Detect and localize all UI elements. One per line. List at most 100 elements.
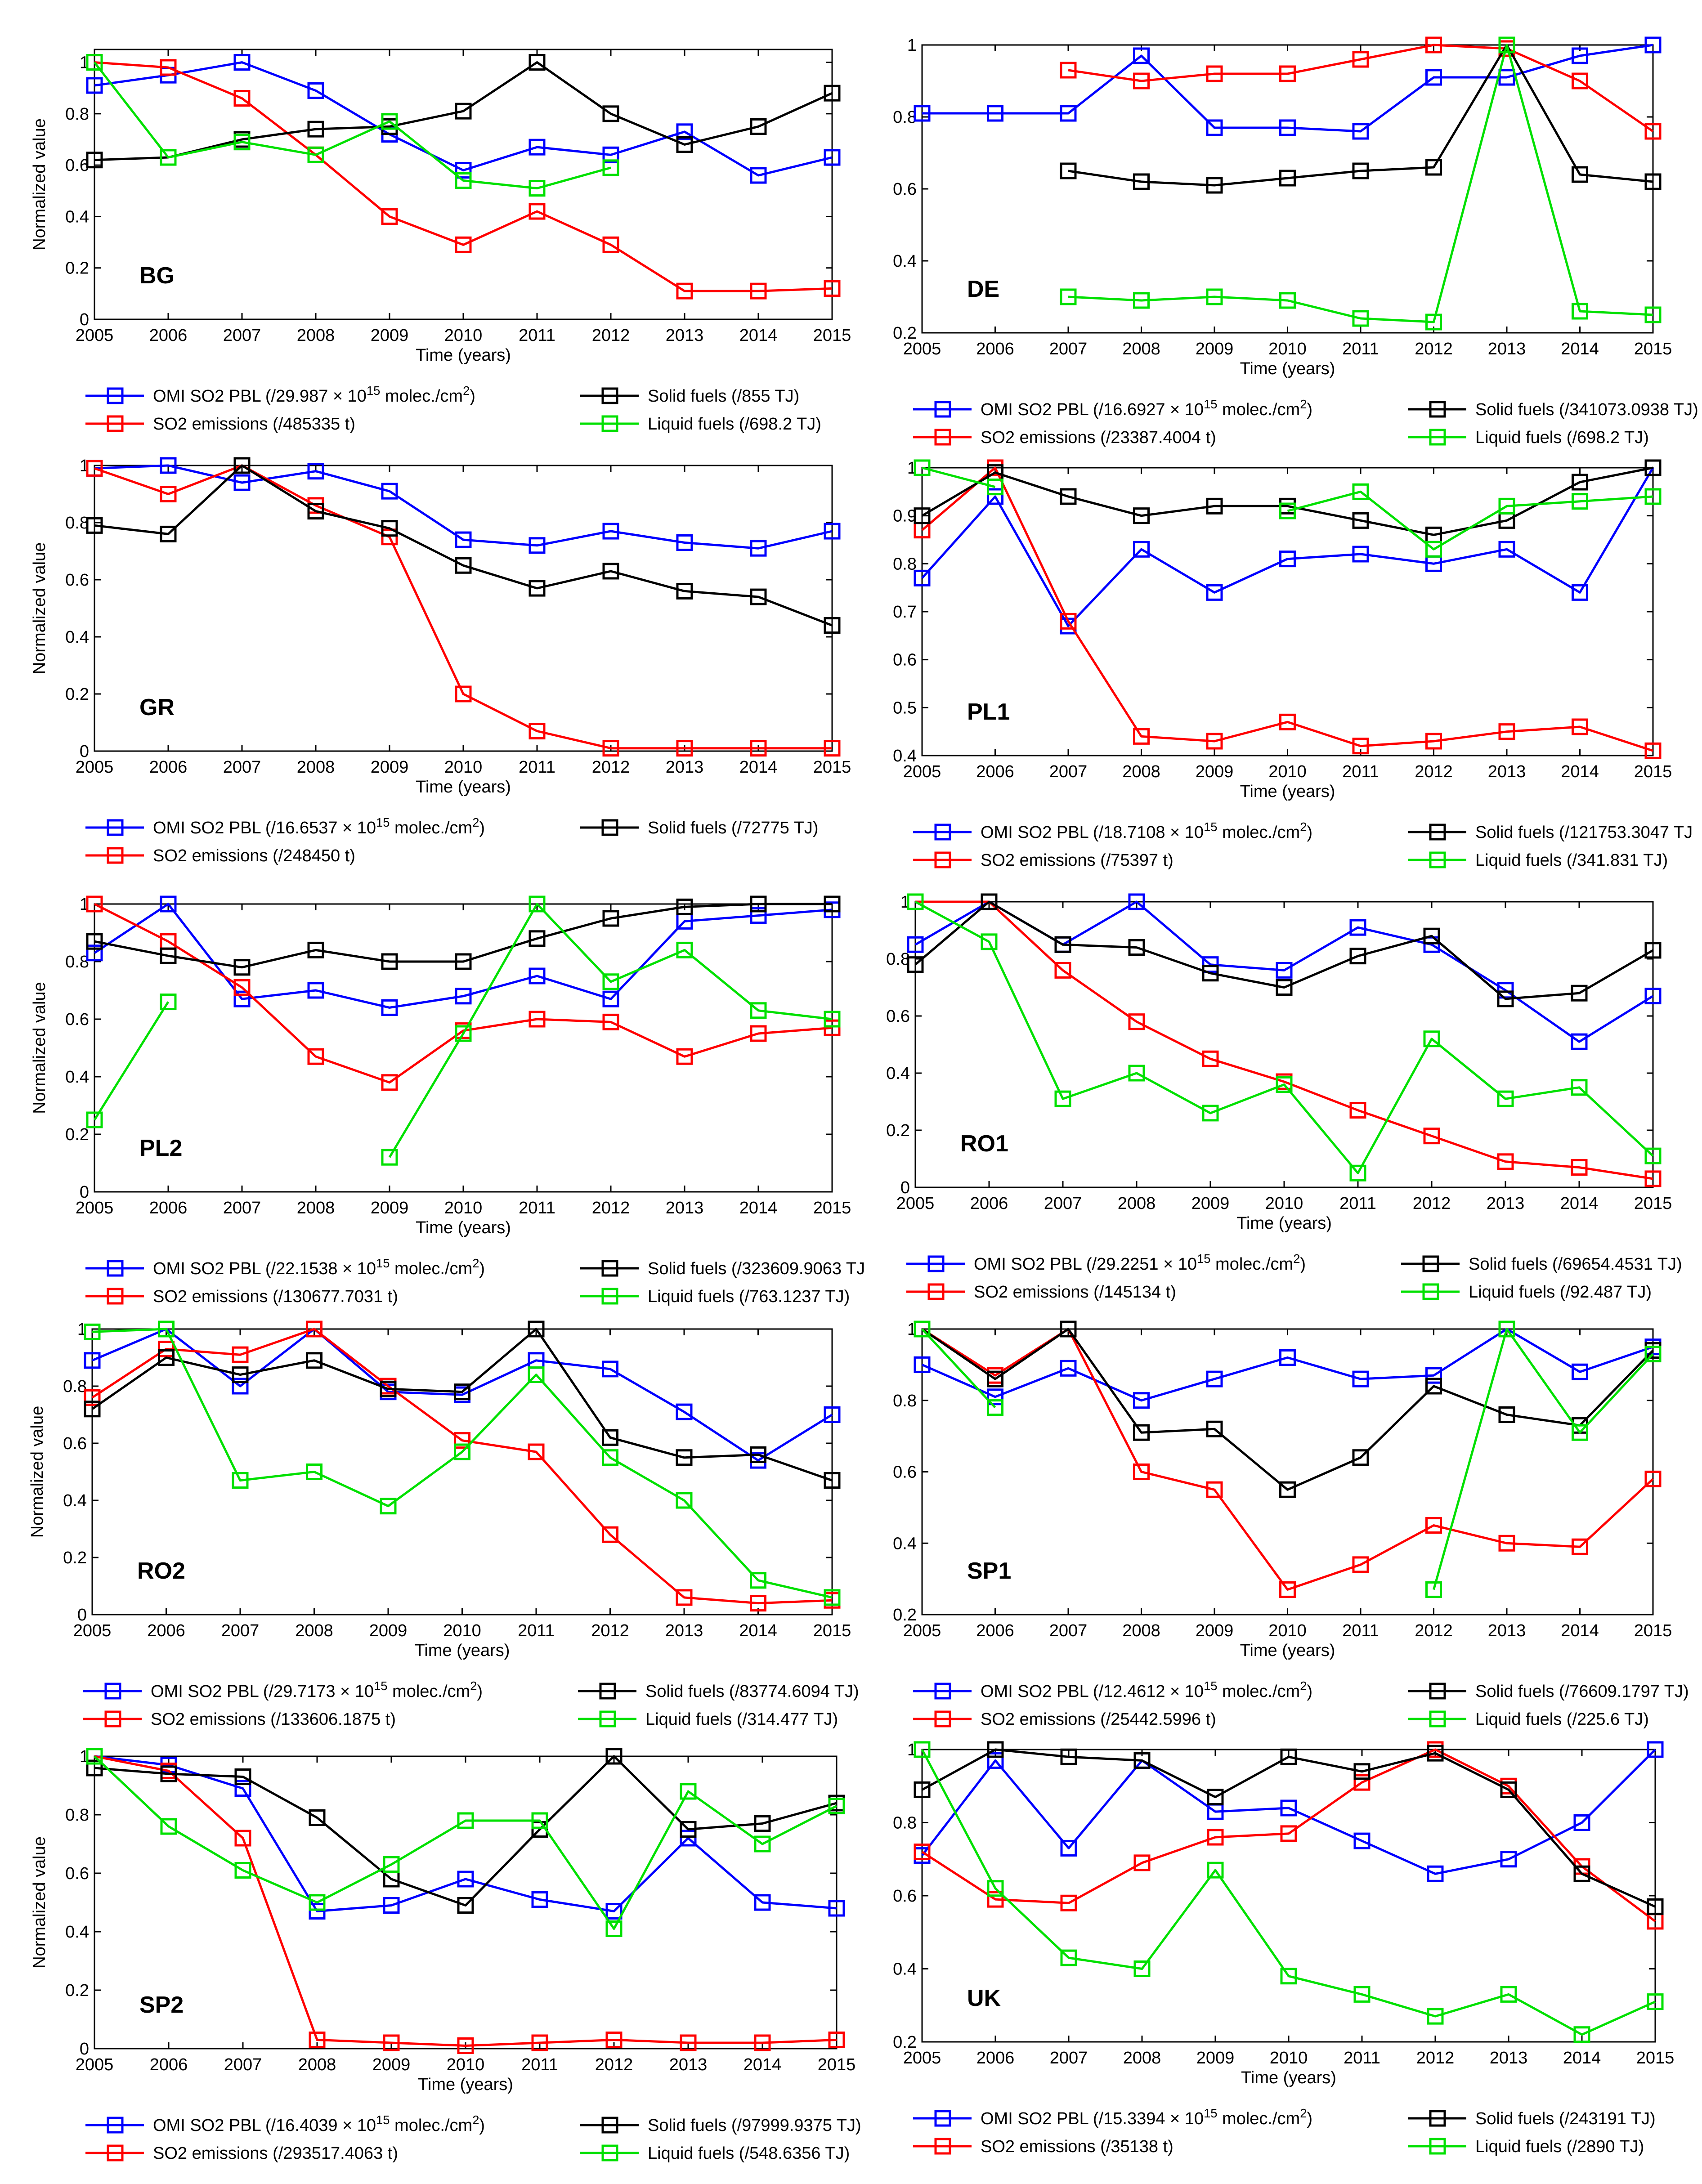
- x-tick-label: 2007: [1049, 1621, 1088, 1640]
- data-point-liquid: [1133, 1960, 1151, 1977]
- legend: OMI SO2 PBL (/18.7108 × 1015 molec./cm2)…: [913, 820, 1693, 870]
- y-tick-label: 0.6: [65, 1010, 89, 1029]
- data-point-solid: [529, 54, 546, 71]
- data-point-omi: [754, 1894, 771, 1911]
- data-point-emissions: [602, 1526, 618, 1543]
- data-point-omi: [1060, 1839, 1077, 1857]
- legend-marker-solid: [599, 1683, 616, 1700]
- x-tick-label: 2015: [1634, 340, 1672, 358]
- data-point-solid: [1206, 497, 1223, 515]
- x-tick-label: 2005: [76, 326, 114, 345]
- x-tick-label: 2013: [666, 758, 704, 777]
- data-point-liquid: [914, 1741, 931, 1758]
- legend: OMI SO2 PBL (/16.4039 × 1015 molec./cm2)…: [85, 2113, 861, 2163]
- data-point-omi: [824, 1406, 841, 1423]
- legend-label-liquid: Liquid fuels (/763.1237 TJ): [648, 1287, 850, 1306]
- legend-omi-omi-mid: molec./cm: [1218, 823, 1300, 842]
- data-point-liquid: [602, 973, 619, 990]
- data-point-emissions: [1644, 1470, 1662, 1487]
- legend-omi-omi-name: OMI SO2 PBL: [981, 400, 1088, 419]
- y-axis-label: Normalized value: [30, 982, 49, 1114]
- data-point-emissions: [455, 236, 472, 253]
- y-tick-label: 0.2: [65, 259, 89, 278]
- x-tick-label: 2005: [73, 1621, 112, 1640]
- data-point-omi: [605, 1903, 623, 1920]
- x-tick-label: 2015: [1634, 762, 1672, 781]
- legend-omi-omi-mid: molec./cm: [1218, 1682, 1300, 1701]
- data-point-omi: [1060, 1360, 1077, 1377]
- data-point-emissions: [1207, 1829, 1224, 1846]
- data-point-liquid: [914, 1320, 931, 1338]
- y-tick-label: 0: [80, 1183, 89, 1202]
- panel-title: SP2: [139, 1992, 184, 2018]
- data-point-solid: [1644, 173, 1662, 190]
- data-point-solid: [1572, 474, 1588, 491]
- panel-title: SP1: [967, 1558, 1011, 1584]
- data-point-omi: [602, 990, 619, 1007]
- y-tick-label: 0: [77, 1606, 87, 1625]
- legend-marker-omi: [934, 823, 951, 841]
- legend: OMI SO2 PBL (/16.6537 × 1015 molec./cm2)…: [85, 815, 819, 865]
- panel-title: BG: [139, 263, 175, 289]
- legend-omi-omi-exp: 15: [1204, 397, 1217, 411]
- x-tick-label: 2009: [1191, 1194, 1230, 1213]
- series-emissions: [1060, 36, 1662, 140]
- x-tick-label: 2006: [149, 1199, 188, 1217]
- data-point-omi: [1572, 584, 1588, 601]
- legend: OMI SO2 PBL (/16.6927 × 1015 molec./cm2)…: [913, 397, 1698, 447]
- x-tick-label: 2015: [1636, 2049, 1675, 2068]
- legend-marker-emissions: [934, 1710, 951, 1728]
- y-tick-label: 0: [900, 1178, 910, 1197]
- x-tick-label: 2008: [1118, 1194, 1156, 1213]
- legend-label-emissions: SO2 emissions (/485335 t): [153, 415, 355, 434]
- x-tick-label: 2014: [1561, 340, 1599, 358]
- data-point-liquid: [1425, 1581, 1442, 1598]
- data-point-liquid: [307, 146, 324, 163]
- data-point-solid: [1280, 1748, 1297, 1765]
- legend-omi-omi-exp2: 2: [1300, 397, 1307, 411]
- series-line-omi: [921, 1328, 1653, 1402]
- x-tick-label: 2006: [149, 758, 188, 777]
- data-point-omi: [680, 1830, 697, 1847]
- data-point-solid: [307, 503, 324, 520]
- series-line-emissions: [91, 1328, 833, 1605]
- data-point-omi: [987, 488, 1003, 505]
- x-tick-label: 2007: [223, 326, 261, 345]
- series-line-omi: [921, 1749, 1656, 1875]
- legend-marker-emissions: [107, 847, 124, 864]
- legend-omi-omi-pre: (/29.2251 × 10: [1081, 1255, 1197, 1274]
- data-point-liquid: [1202, 1105, 1219, 1122]
- legend-omi-omi-mid: molec./cm: [388, 1682, 470, 1701]
- data-point-emissions: [1425, 1517, 1442, 1534]
- series-omi: [914, 459, 1662, 635]
- data-point-omi: [824, 149, 841, 166]
- data-point-liquid: [987, 479, 1003, 496]
- data-point-liquid: [914, 459, 931, 476]
- data-point-liquid: [1276, 1076, 1293, 1093]
- x-tick-label: 2013: [666, 326, 704, 345]
- data-point-liquid: [1279, 292, 1296, 309]
- data-point-solid: [914, 1781, 931, 1798]
- legend-omi-omi-exp2: 2: [472, 1256, 479, 1270]
- data-point-omi: [86, 944, 103, 962]
- data-point-omi: [914, 1356, 931, 1373]
- series-emissions: [914, 459, 1662, 759]
- data-point-solid: [1133, 173, 1150, 190]
- series-line-emissions: [915, 900, 1653, 1180]
- x-axis-label: Time (years): [1236, 1214, 1332, 1233]
- data-point-solid: [987, 1370, 1003, 1387]
- data-point-solid: [824, 85, 841, 102]
- legend-omi-omi-post: ): [479, 1259, 485, 1278]
- x-tick-label: 2012: [1413, 1194, 1451, 1213]
- data-point-emissions: [1279, 1581, 1296, 1598]
- data-point-liquid: [1573, 2026, 1590, 2043]
- x-tick-label: 2011: [519, 758, 555, 777]
- legend-marker-solid: [601, 387, 618, 404]
- data-point-emissions: [824, 1019, 841, 1036]
- legend-label-solid: Solid fuels (/323609.9063 TJ: [648, 1259, 865, 1278]
- data-point-solid: [1425, 1378, 1442, 1395]
- y-tick-label: 0.4: [65, 207, 89, 226]
- series-solid: [86, 895, 841, 976]
- x-tick-label: 2014: [739, 1199, 778, 1217]
- data-point-emissions: [1206, 1481, 1223, 1498]
